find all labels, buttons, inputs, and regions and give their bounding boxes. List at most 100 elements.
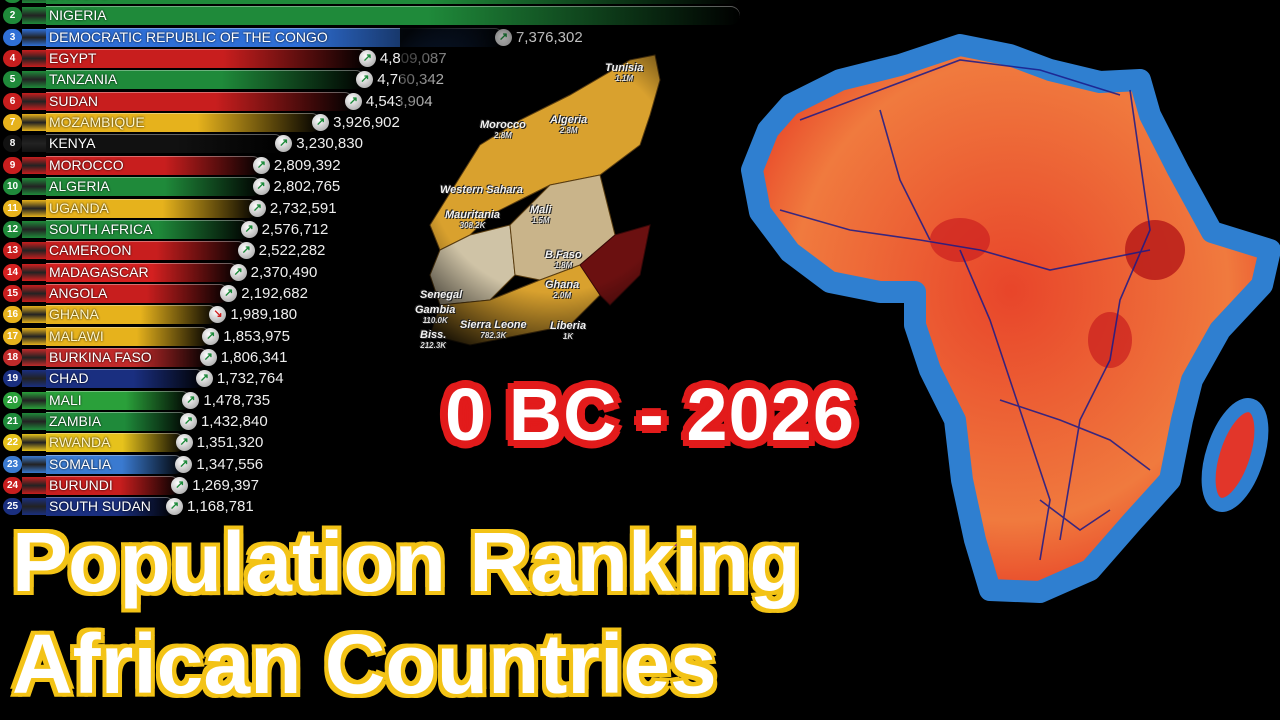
bar-label: BURKINA FASO: [49, 348, 152, 365]
rank-badge: 18: [3, 348, 22, 366]
rank-badge: 14: [3, 263, 22, 281]
rank-badge: 1: [3, 0, 22, 3]
africa-map-shapes: [741, 34, 1280, 603]
value-label: 1,168,781: [186, 498, 254, 516]
flag-icon: [22, 348, 46, 366]
flag-icon: [22, 220, 46, 238]
value-label: 1,478,735: [203, 391, 271, 409]
bar: [46, 433, 185, 453]
value-label: 3,230,830: [296, 135, 363, 153]
trend-up-icon: ↗: [312, 114, 330, 132]
bar-label: ETHIOPIA: [49, 0, 114, 3]
country-population: 2.8M: [559, 126, 578, 135]
bar: [46, 476, 181, 496]
rank-badge: 10: [3, 178, 22, 196]
inset-map-label: B.Faso 1.8M: [545, 250, 582, 271]
value-label: 2,802,765: [273, 178, 341, 196]
bar-row: 23 SOMALIA ↗ 1,347,556: [0, 454, 760, 474]
bar: [46, 369, 205, 389]
country-name: Morocco: [480, 119, 526, 131]
west-africa-inset-map: Tunisia 1.1M Morocco 2.8M Algeria 2.8M Western…: [400, 25, 740, 355]
bar: [46, 155, 262, 175]
flag-icon: [22, 178, 46, 196]
bar-label: CAMEROON: [49, 242, 132, 259]
flag-icon: [22, 263, 46, 281]
bar-row: 15 ANGOLA ↗ 2,192,682: [0, 283, 760, 303]
trend-up-icon: ↗: [237, 242, 255, 260]
rank-badge: 11: [3, 199, 22, 217]
trend-up-icon: ↗: [252, 156, 270, 174]
bar: [46, 91, 354, 111]
country-name: Senegal: [420, 289, 463, 301]
country-name: Sierra Leone: [460, 319, 527, 331]
country-population: 2.8M: [494, 131, 512, 140]
country-population: 1.5M: [531, 216, 550, 225]
flag-icon: [22, 92, 46, 110]
title-line-1: Population Ranking: [10, 515, 803, 609]
bar: [46, 27, 504, 47]
inset-map-label: Western Sahara: [440, 185, 523, 196]
rank-badge: 16: [3, 306, 22, 324]
bar-label: ALGERIA: [49, 178, 110, 195]
inset-map-label: Liberia 1K: [550, 321, 586, 342]
bar-label: DEMOCRATIC REPUBLIC OF THE CONGO: [49, 28, 328, 45]
bar: [46, 326, 212, 346]
rank-badge: 23: [3, 455, 22, 473]
trend-up-icon: ↗: [179, 413, 197, 430]
bar-label: MALAWI: [49, 327, 104, 344]
trend-up-icon: ↗: [252, 178, 270, 196]
country-name: Mali: [530, 204, 552, 216]
flag-icon: [22, 156, 46, 174]
inset-map-label: Senegal: [420, 290, 462, 301]
bar-row: 24 BURUNDI ↗ 1,269,397: [0, 476, 760, 496]
bar-row: 14 MADAGASCAR ↗ 2,370,490: [0, 262, 760, 282]
rank-badge: 25: [3, 498, 22, 516]
africa-population-map: [720, 20, 1280, 620]
bar: [46, 113, 322, 133]
flag-icon: [22, 434, 46, 452]
bar-row: 18 BURKINA FASO ↗ 1,806,341: [0, 347, 760, 367]
bar: [46, 497, 175, 517]
flag-icon: [22, 242, 46, 260]
bar: [46, 177, 262, 197]
bar-row: 12 SOUTH AFRICA ↗ 2,576,712: [0, 219, 760, 239]
bar: [46, 49, 368, 69]
rank-badge: 12: [3, 220, 22, 238]
rank-badge: 21: [3, 413, 22, 430]
country-name: Ghana: [545, 279, 580, 291]
bar-row: 25 SOUTH SUDAN ↗ 1,168,781: [0, 497, 760, 517]
ethiopia-dense-region: [1125, 220, 1185, 280]
value-label: 3,926,902: [333, 114, 400, 132]
flag-icon: [22, 413, 46, 430]
inset-map-label: Sierra Leone 782.3K: [460, 319, 527, 341]
bar: [46, 70, 366, 90]
bar-row: 17 MALAWI ↗ 1,853,975: [0, 326, 760, 346]
rank-badge: 6: [3, 92, 22, 110]
country-population: 308.2K: [459, 221, 486, 230]
bar-label: MADAGASCAR: [49, 263, 149, 280]
rank-badge: 17: [3, 327, 22, 345]
flag-icon: [22, 199, 46, 217]
trend-up-icon: ↗: [240, 220, 258, 238]
flag-icon: [22, 455, 46, 473]
country-name: Gambia: [415, 304, 456, 316]
rank-badge: 24: [3, 477, 22, 495]
period-label: 0 BC - 2026: [445, 373, 855, 456]
bar-label: SOUTH AFRICA: [49, 220, 153, 237]
value-label: 2,732,591: [269, 199, 337, 217]
flag-icon: [22, 114, 46, 132]
bar-row: 19 CHAD ↗ 1,732,764: [0, 369, 760, 389]
bar-row: 20 MALI ↗ 1,478,735: [0, 390, 760, 410]
value-label: 2,370,490: [250, 263, 318, 281]
bar-label: SUDAN: [49, 92, 99, 109]
rank-badge: 9: [3, 156, 22, 174]
bar: [46, 134, 285, 154]
inset-map-shapes: [400, 25, 740, 355]
value-label: 1,347,556: [196, 455, 264, 473]
trend-up-icon: ↗: [171, 477, 189, 495]
trend-up-icon: ↗: [248, 199, 266, 217]
inset-map-label: Morocco 2.8M: [480, 119, 526, 141]
flag-icon: [22, 135, 46, 153]
trend-down-icon: ↘: [209, 306, 227, 324]
bar: [46, 305, 219, 325]
